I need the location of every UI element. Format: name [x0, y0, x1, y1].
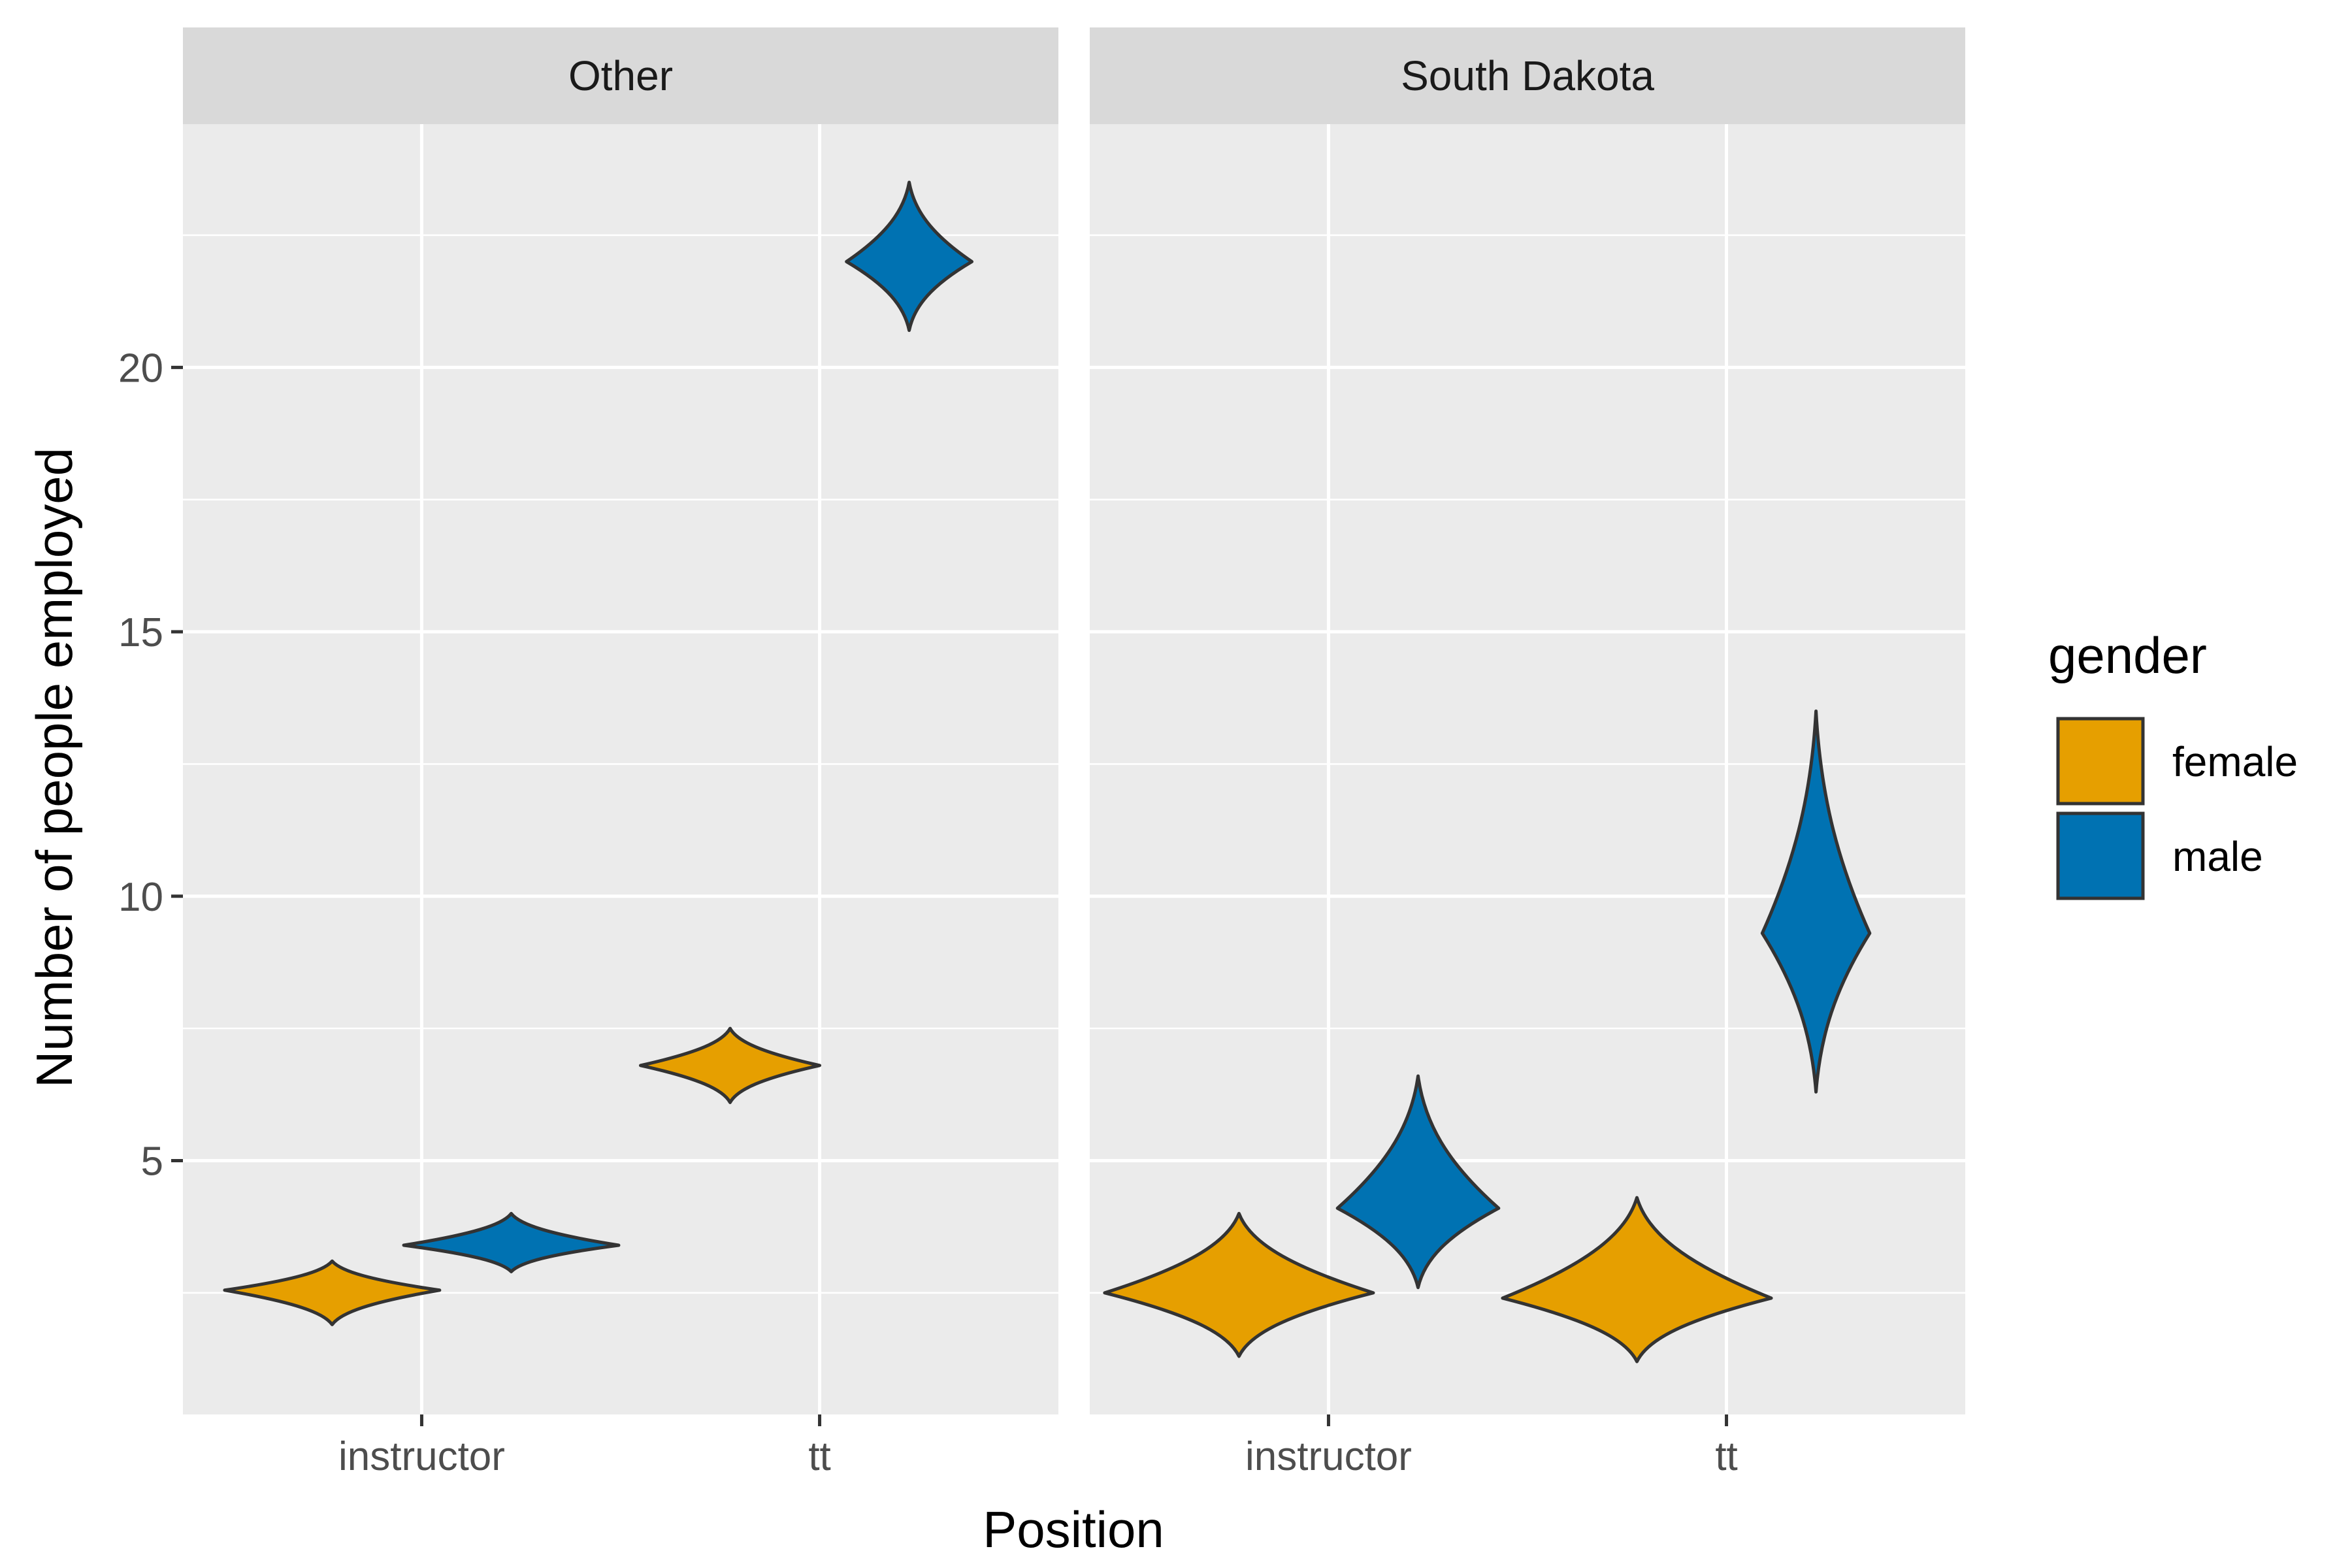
panel-background [1090, 124, 1965, 1414]
legend-key-male [2056, 811, 2145, 900]
facet-south-dakota: South Dakota instructor tt [1090, 27, 1965, 1479]
x-tick-label: instructor [338, 1434, 505, 1479]
y-axis-title: Number of people employed [25, 448, 83, 1088]
x-tick-label: tt [1715, 1434, 1737, 1479]
x-axis-title: Position [983, 1501, 1164, 1558]
facet-strip-label: Other [568, 52, 673, 99]
violin-male-tt [845, 180, 974, 333]
y-tick-label: 10 [118, 875, 163, 920]
y-tick-label: 5 [141, 1139, 163, 1184]
violin-male-tt [1760, 709, 1872, 1094]
x-tick-label: instructor [1245, 1434, 1412, 1479]
facet-strip [1090, 27, 1965, 124]
legend-label-female: female [2172, 738, 2298, 785]
legend-key-female [2056, 717, 2145, 806]
violin-male-instructor [1335, 1074, 1501, 1290]
facet-strip [183, 27, 1058, 124]
y-tick-label: 15 [118, 610, 163, 655]
x-tick-label: tt [808, 1434, 830, 1479]
violin-female-tt [638, 1026, 822, 1104]
panel-background [183, 124, 1058, 1414]
violin-female-instructor [1103, 1211, 1375, 1358]
violin-female-tt [1501, 1196, 1773, 1364]
facet-other: Other instructor tt 5 10 15 20 [118, 27, 1058, 1479]
y-tick-label: 20 [118, 346, 163, 391]
legend-label-male: male [2172, 833, 2263, 880]
facet-panels: Other instructor tt 5 10 15 20 South Dakota inst… [118, 27, 1965, 1479]
violin-male-instructor [402, 1211, 621, 1273]
violin-female-instructor [223, 1259, 442, 1326]
legend-title: gender [2048, 627, 2207, 684]
facet-strip-label: South Dakota [1401, 52, 1654, 99]
legend: gender female male [2048, 627, 2298, 900]
